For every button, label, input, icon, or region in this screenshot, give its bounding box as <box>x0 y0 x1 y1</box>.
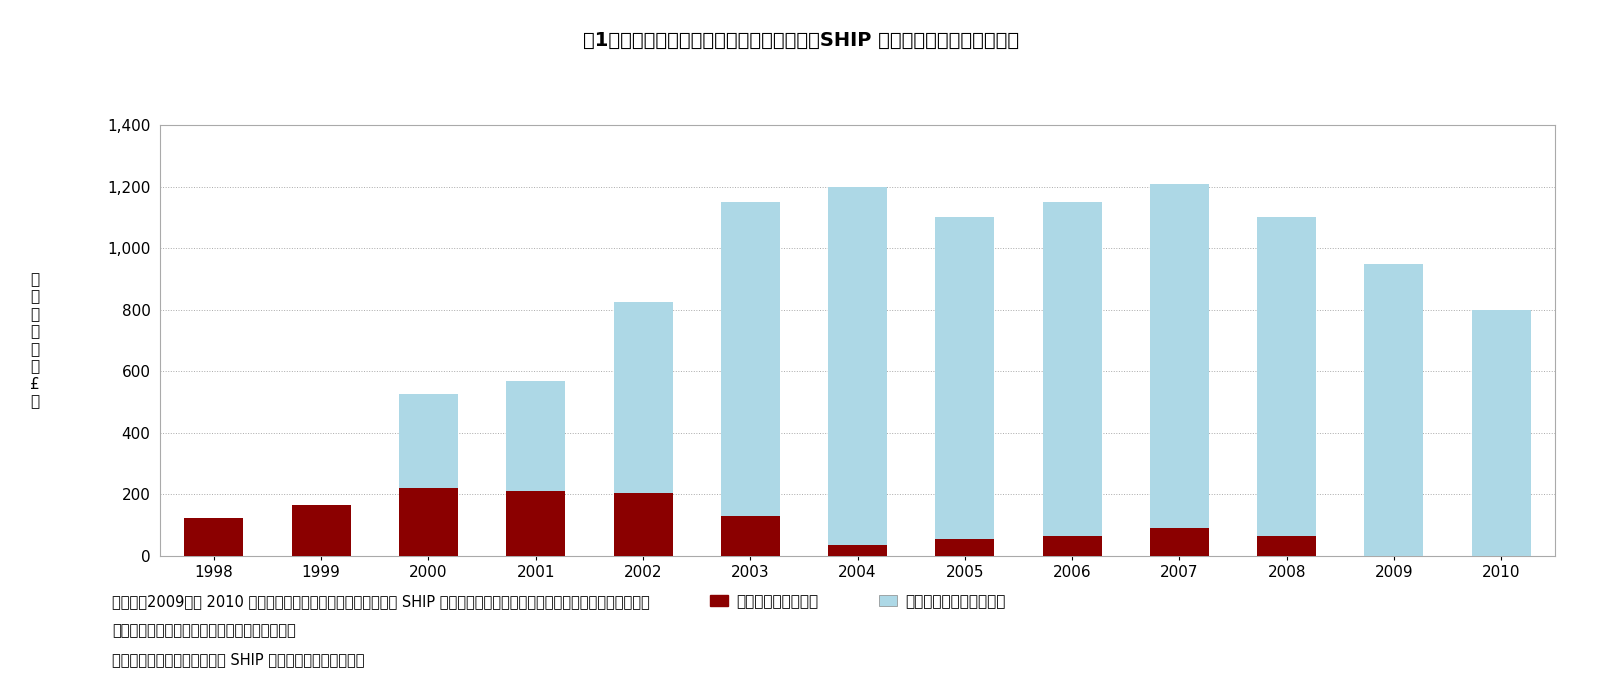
Bar <box>1364 263 1423 556</box>
Bar <box>721 202 779 516</box>
Bar <box>936 539 994 556</box>
Bar <box>292 505 351 556</box>
Bar <box>1472 310 1531 556</box>
Bar <box>399 394 458 489</box>
Bar <box>399 489 458 556</box>
Bar <box>507 381 566 491</box>
Bar <box>829 545 886 556</box>
Legend: ホームリバージョン, ライフタイムモーゲージ: ホームリバージョン, ライフタイムモーゲージ <box>704 588 1011 615</box>
Text: 融
資
額
（
百
万
£
）: 融 資 額 （ 百 万 £ ） <box>30 272 40 409</box>
Bar <box>184 518 244 556</box>
Bar <box>614 493 673 556</box>
Bar <box>721 516 779 556</box>
Bar <box>1042 536 1101 556</box>
Bar <box>1257 536 1316 556</box>
Text: データ収集を止めたものと判断される。: データ収集を止めたものと判断される。 <box>112 623 297 639</box>
Bar <box>1149 528 1209 556</box>
Bar <box>507 491 566 556</box>
Bar <box>1042 202 1101 536</box>
Bar <box>1149 183 1209 528</box>
Text: 図1　エクイティ・リリース融資額の推移（SHIP 加盟各社、金融危機前後）: 図1 エクイティ・リリース融資額の推移（SHIP 加盟各社、金融危機前後） <box>583 31 1020 50</box>
Bar <box>614 302 673 493</box>
Bar <box>1257 218 1316 536</box>
Text: （注）　2009年と 2010 年のホーム・リバージョンのデータは SHIP 情報では不明。同商品を取り扱う会員が減ったため、: （注） 2009年と 2010 年のホーム・リバージョンのデータは SHIP 情… <box>112 594 649 610</box>
Text: （資料）国土交通省資料及び SHIP 関連資料に基づき作成。: （資料）国土交通省資料及び SHIP 関連資料に基づき作成。 <box>112 653 365 668</box>
Bar <box>829 187 886 545</box>
Bar <box>936 218 994 539</box>
